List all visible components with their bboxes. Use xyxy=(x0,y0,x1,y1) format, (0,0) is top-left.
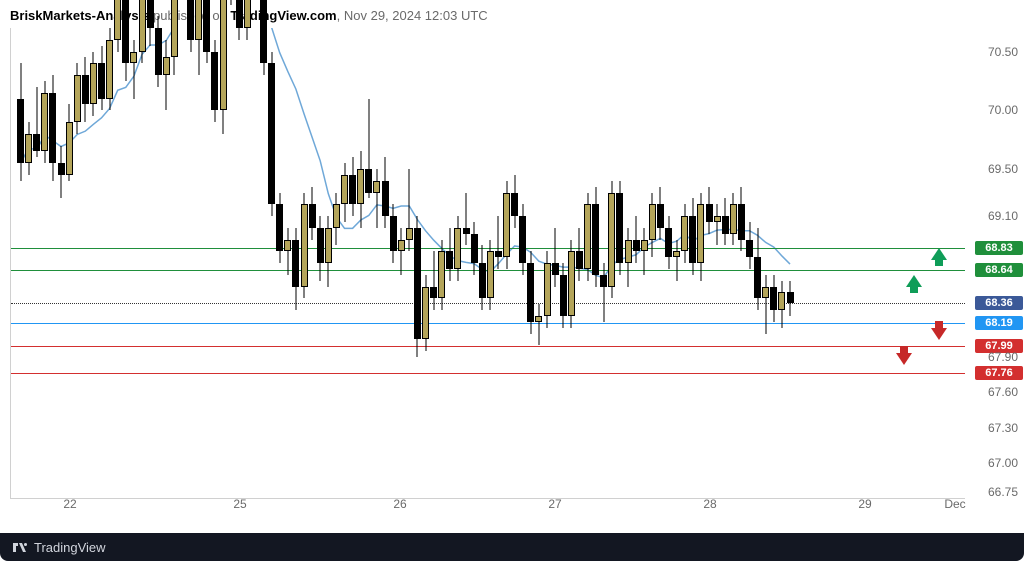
x-tick-label: 28 xyxy=(703,497,716,511)
arrow-down-icon xyxy=(896,353,912,365)
chart-plot-area[interactable]: 68.8368.6468.3668.1967.9967.76 xyxy=(10,28,965,499)
x-tick-label: 27 xyxy=(548,497,561,511)
price-level-line xyxy=(11,346,965,347)
y-tick-label: 67.30 xyxy=(988,421,1018,435)
footer-bar: TradingView xyxy=(0,533,1024,561)
price-level-line xyxy=(11,373,965,374)
price-level-line xyxy=(11,303,965,304)
arrow-down-icon xyxy=(931,328,947,340)
tradingview-logo-icon xyxy=(12,539,28,555)
y-tick-label: 67.90 xyxy=(988,350,1018,364)
footer-brand: TradingView xyxy=(34,540,106,555)
x-tick-label: Dec xyxy=(944,497,965,511)
y-tick-label: 66.75 xyxy=(988,485,1018,499)
y-tick-label: 67.60 xyxy=(988,385,1018,399)
y-tick-label: 69.10 xyxy=(988,209,1018,223)
x-tick-label: 22 xyxy=(63,497,76,511)
price-level-line xyxy=(11,323,965,324)
publish-date: Nov 29, 2024 12:03 UTC xyxy=(344,8,488,23)
x-tick-label: 29 xyxy=(858,497,871,511)
arrow-up-icon xyxy=(931,248,947,260)
x-axis: 22 25 26 27 28 29 Dec xyxy=(10,497,964,517)
y-tick-label: 67.00 xyxy=(988,456,1018,470)
x-tick-label: 26 xyxy=(393,497,406,511)
arrow-up-icon xyxy=(906,275,922,287)
price-level-line xyxy=(11,248,965,249)
y-tick-label: 70.50 xyxy=(988,45,1018,59)
y-tick-label: 69.50 xyxy=(988,162,1018,176)
chart-container: BriskMarkets-Analysis published on Tradi… xyxy=(0,0,1024,561)
y-tick-label: 70.00 xyxy=(988,103,1018,117)
x-tick-label: 25 xyxy=(233,497,246,511)
y-axis: 70.50 70.00 69.50 69.10 67.90 67.60 67.30 67.00… xyxy=(966,28,1024,498)
